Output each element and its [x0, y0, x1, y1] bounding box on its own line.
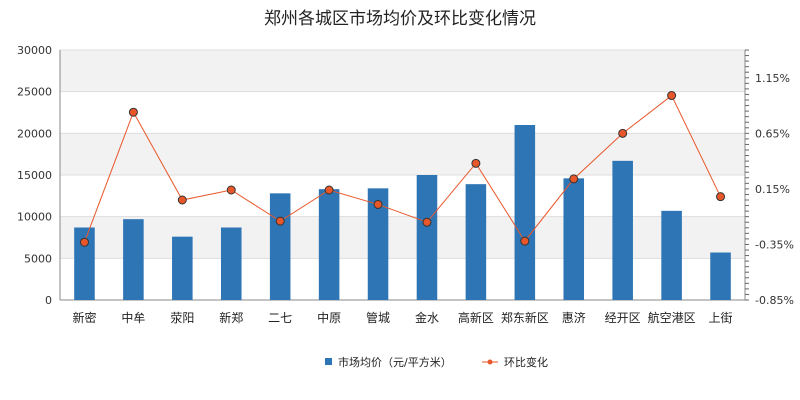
y-right-tick-label: -0.35% [755, 238, 794, 251]
y-left-tick-label: 15000 [17, 169, 52, 182]
grid-band [60, 91, 745, 134]
bar [661, 210, 682, 300]
line-point [79, 237, 89, 247]
bar [416, 175, 438, 300]
y-left-tick-label: 10000 [17, 211, 52, 224]
y-left-tick-label: 0 [45, 294, 52, 307]
x-category-label: 二七 [268, 311, 292, 325]
x-category-label: 上街 [709, 311, 733, 325]
line-point [520, 236, 530, 246]
legend-marker [487, 359, 493, 365]
chart-title: 郑州各城区市场均价及环比变化情况 [264, 9, 536, 29]
x-category-label: 管城 [366, 310, 390, 325]
legend-swatch-bar [325, 358, 332, 365]
line-point [618, 128, 628, 138]
x-category-label: 郑东新区 [501, 310, 549, 325]
x-category-label: 金水 [415, 310, 439, 325]
y-right-tick-label: 0.15% [755, 183, 790, 196]
line-point [275, 216, 285, 226]
x-category-label: 经开区 [605, 311, 641, 325]
bar [269, 193, 291, 300]
grid-band [60, 216, 745, 259]
y-left-tick-label: 5000 [24, 252, 52, 265]
line-point [716, 192, 726, 202]
line-point [471, 158, 481, 168]
bar [123, 219, 144, 300]
y-left-tick-label: 20000 [17, 127, 52, 140]
x-category-label: 荥阳 [170, 311, 194, 325]
line-point [177, 195, 187, 205]
bar [612, 160, 633, 300]
bar [563, 178, 585, 300]
y-left-tick-label: 25000 [17, 86, 52, 99]
bar [367, 188, 389, 300]
x-category-label: 新郑 [219, 310, 243, 325]
grid-band [60, 50, 745, 92]
x-category-label: 高新区 [458, 310, 494, 325]
line-series [83, 94, 721, 243]
y-right-tick-label: 0.65% [755, 127, 790, 140]
line-point [569, 174, 579, 184]
y-left-tick-label: 30000 [17, 44, 52, 57]
bar [318, 189, 340, 300]
bar [514, 125, 536, 300]
grid-band [60, 175, 745, 217]
bar [710, 252, 731, 300]
x-category-label: 中原 [317, 310, 341, 325]
line-point [667, 91, 677, 101]
line-point [422, 217, 432, 227]
x-category-label: 中牟 [121, 310, 145, 325]
legend-label-bar: 市场均价（元/平方米） [338, 355, 452, 369]
legend-label-line: 环比变化 [504, 355, 548, 369]
line-point [128, 107, 138, 117]
line-point [373, 199, 383, 209]
x-category-label: 航空港区 [648, 310, 696, 325]
bar [465, 184, 487, 300]
y-right-tick-label: 1.15% [755, 72, 790, 85]
grid-band [60, 258, 745, 300]
bar [220, 227, 242, 300]
bar [74, 227, 95, 300]
bar [172, 236, 193, 300]
x-category-label: 新密 [72, 310, 96, 325]
x-category-label: 惠济 [562, 310, 586, 325]
line-point [226, 185, 236, 195]
y-right-tick-label: -0.85% [755, 294, 794, 307]
line-point [324, 185, 334, 195]
grid-band [60, 133, 745, 175]
